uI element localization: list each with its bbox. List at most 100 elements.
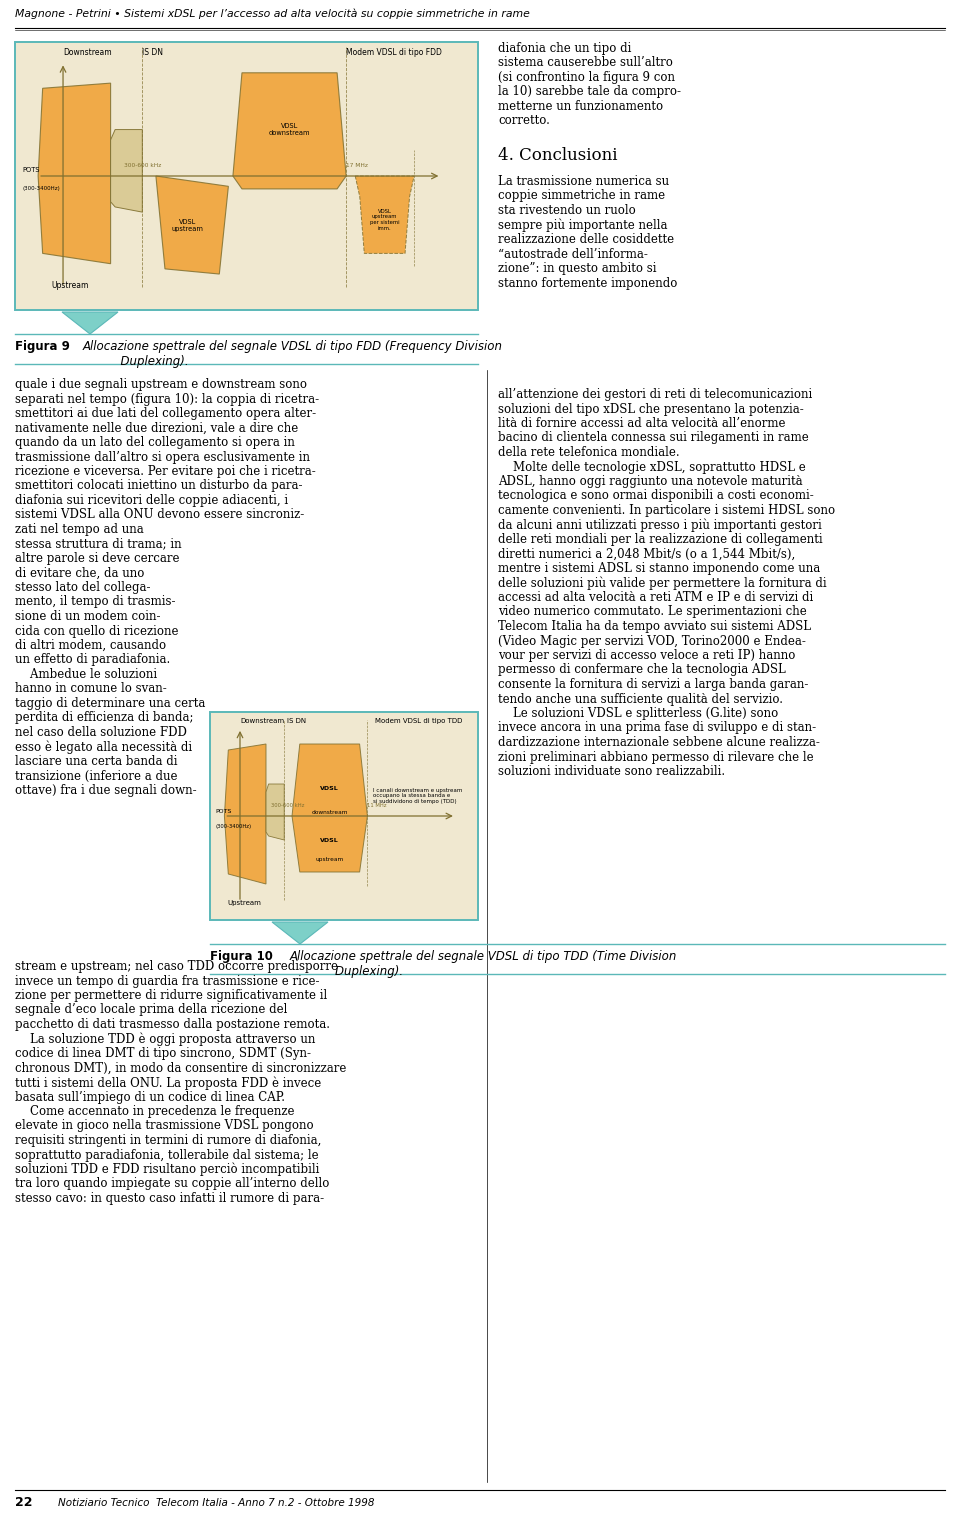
Text: ottave) fra i due segnali down-: ottave) fra i due segnali down- — [15, 784, 197, 796]
Text: tendo anche una sufficiente qualità del servizio.: tendo anche una sufficiente qualità del … — [498, 692, 783, 706]
Text: POTS: POTS — [22, 168, 39, 174]
Text: stessa struttura di trama; in: stessa struttura di trama; in — [15, 537, 181, 551]
Text: 17 MHz: 17 MHz — [347, 164, 368, 168]
Text: Le soluzioni VDSL e splitterless (G.lite) sono: Le soluzioni VDSL e splitterless (G.lite… — [498, 707, 779, 721]
Text: (300-3400Hz): (300-3400Hz) — [215, 824, 252, 830]
Text: stream e upstream; nel caso TDD occorre predisporre: stream e upstream; nel caso TDD occorre … — [15, 960, 338, 974]
Polygon shape — [266, 784, 284, 840]
Text: ADSL, hanno oggi raggiunto una notevole maturità: ADSL, hanno oggi raggiunto una notevole … — [498, 475, 803, 488]
Text: stesso lato del collega-: stesso lato del collega- — [15, 581, 151, 593]
Text: video numerico commutato. Le sperimentazioni che: video numerico commutato. Le sperimentaz… — [498, 606, 806, 619]
Text: POTS: POTS — [215, 808, 231, 815]
Text: cida con quello di ricezione: cida con quello di ricezione — [15, 624, 179, 637]
Text: consente la fornitura di servizi a larga banda garan-: consente la fornitura di servizi a larga… — [498, 678, 808, 690]
Text: zati nel tempo ad una: zati nel tempo ad una — [15, 522, 144, 536]
Text: 22: 22 — [15, 1496, 33, 1509]
Text: perdita di efficienza di banda;: perdita di efficienza di banda; — [15, 712, 194, 725]
Text: Telecom Italia ha da tempo avviato sui sistemi ADSL: Telecom Italia ha da tempo avviato sui s… — [498, 621, 811, 633]
Text: stanno fortemente imponendo: stanno fortemente imponendo — [498, 277, 678, 289]
Text: realizzazione delle cosiddette: realizzazione delle cosiddette — [498, 233, 674, 245]
Bar — [15, 42, 478, 310]
Text: soprattutto paradiafonia, tollerabile dal sistema; le: soprattutto paradiafonia, tollerabile da… — [15, 1149, 319, 1161]
Text: Figura 10: Figura 10 — [210, 949, 273, 963]
Text: upstream: upstream — [316, 857, 344, 863]
Text: “autostrade dell’informa-: “autostrade dell’informa- — [498, 247, 648, 260]
Text: coppie simmetriche in rame: coppie simmetriche in rame — [498, 189, 665, 203]
Polygon shape — [355, 176, 414, 253]
Text: (Video Magic per servizi VOD, Torino2000 e Endea-: (Video Magic per servizi VOD, Torino2000… — [498, 634, 805, 648]
Text: Upstream: Upstream — [227, 899, 261, 905]
Polygon shape — [62, 312, 118, 335]
Text: zione per permettere di ridurre significativamente il: zione per permettere di ridurre signific… — [15, 989, 327, 1002]
Polygon shape — [38, 83, 110, 263]
Text: delle soluzioni più valide per permettere la fornitura di: delle soluzioni più valide per permetter… — [498, 577, 827, 590]
Text: (si confrontino la figura 9 con: (si confrontino la figura 9 con — [498, 71, 675, 83]
Text: VDSL
downstream: VDSL downstream — [269, 123, 310, 136]
Text: lasciare una certa banda di: lasciare una certa banda di — [15, 755, 178, 768]
Text: di altri modem, causando: di altri modem, causando — [15, 639, 166, 653]
Text: della rete telefonica mondiale.: della rete telefonica mondiale. — [498, 447, 680, 459]
Text: 300-600 kHz: 300-600 kHz — [271, 802, 304, 808]
Bar — [210, 712, 478, 921]
Text: sta rivestendo un ruolo: sta rivestendo un ruolo — [498, 204, 636, 217]
Text: mento, il tempo di trasmis-: mento, il tempo di trasmis- — [15, 595, 176, 609]
Text: tecnologica e sono ormai disponibili a costi economi-: tecnologica e sono ormai disponibili a c… — [498, 489, 814, 503]
Text: invece ancora in una prima fase di sviluppo e di stan-: invece ancora in una prima fase di svilu… — [498, 722, 816, 734]
Text: sistemi VDSL alla ONU devono essere sincroniz-: sistemi VDSL alla ONU devono essere sinc… — [15, 509, 304, 521]
Text: bacino di clientela connessa sui rilegamenti in rame: bacino di clientela connessa sui rilegam… — [498, 431, 808, 445]
Text: lità di fornire accessi ad alta velocità all’enorme: lità di fornire accessi ad alta velocità… — [498, 416, 785, 430]
Text: downstream: downstream — [311, 810, 348, 815]
Text: Molte delle tecnologie xDSL, soprattutto HDSL e: Molte delle tecnologie xDSL, soprattutto… — [498, 460, 805, 474]
Text: invece un tempo di guardia fra trasmissione e rice-: invece un tempo di guardia fra trasmissi… — [15, 975, 320, 987]
Text: tutti i sistemi della ONU. La proposta FDD è invece: tutti i sistemi della ONU. La proposta F… — [15, 1076, 322, 1090]
Text: segnale d’eco locale prima della ricezione del: segnale d’eco locale prima della ricezio… — [15, 1004, 287, 1016]
Text: da alcuni anni utilizzati presso i più importanti gestori: da alcuni anni utilizzati presso i più i… — [498, 518, 822, 531]
Text: soluzioni del tipo xDSL che presentano la potenzia-: soluzioni del tipo xDSL che presentano l… — [498, 403, 804, 415]
Text: (300-3400Hz): (300-3400Hz) — [22, 186, 60, 191]
Text: separati nel tempo (figura 10): la coppia di ricetra-: separati nel tempo (figura 10): la coppi… — [15, 392, 319, 406]
Text: diretti numerici a 2,048 Mbit/s (o a 1,544 Mbit/s),: diretti numerici a 2,048 Mbit/s (o a 1,5… — [498, 548, 795, 560]
Text: vour per servizi di accesso veloce a reti IP) hanno: vour per servizi di accesso veloce a ret… — [498, 650, 796, 662]
Text: pacchetto di dati trasmesso dalla postazione remota.: pacchetto di dati trasmesso dalla postaz… — [15, 1017, 330, 1031]
Text: VDSL: VDSL — [321, 837, 339, 842]
Text: VDSL
upstream
per sistemi
imm.: VDSL upstream per sistemi imm. — [370, 209, 399, 232]
Text: tra loro quando impiegate su coppie all’interno dello: tra loro quando impiegate su coppie all’… — [15, 1178, 329, 1190]
Text: corretto.: corretto. — [498, 115, 550, 127]
Text: 4. Conclusioni: 4. Conclusioni — [498, 147, 617, 164]
Text: la 10) sarebbe tale da compro-: la 10) sarebbe tale da compro- — [498, 85, 681, 98]
Text: sempre più importante nella: sempre più importante nella — [498, 218, 667, 232]
Text: diafonia che un tipo di: diafonia che un tipo di — [498, 42, 632, 55]
Text: requisiti stringenti in termini di rumore di diafonia,: requisiti stringenti in termini di rumor… — [15, 1134, 322, 1148]
Text: un effetto di paradiafonia.: un effetto di paradiafonia. — [15, 654, 170, 666]
Text: chronous DMT), in modo da consentire di sincronizzare: chronous DMT), in modo da consentire di … — [15, 1061, 347, 1075]
Text: camente convenienti. In particolare i sistemi HDSL sono: camente convenienti. In particolare i si… — [498, 504, 835, 516]
Text: codice di linea DMT di tipo sincrono, SDMT (Syn-: codice di linea DMT di tipo sincrono, SD… — [15, 1048, 311, 1060]
Text: I canali downstream e upstream
occupano la stessa banda e
si suddividono di temp: I canali downstream e upstream occupano … — [372, 787, 462, 804]
Text: VDSL: VDSL — [321, 786, 339, 790]
Text: soluzioni TDD e FDD risultano perciò incompatibili: soluzioni TDD e FDD risultano perciò inc… — [15, 1163, 320, 1176]
Text: quando da un lato del collegamento si opera in: quando da un lato del collegamento si op… — [15, 436, 295, 450]
Text: sistema causerebbe sull’altro: sistema causerebbe sull’altro — [498, 56, 673, 70]
Text: Allocazione spettrale del segnale VDSL di tipo TDD (Time Division
            Du: Allocazione spettrale del segnale VDSL d… — [290, 949, 678, 978]
Text: soluzioni individuate sono realizzabili.: soluzioni individuate sono realizzabili. — [498, 765, 725, 778]
Text: permesso di confermare che la tecnologia ADSL: permesso di confermare che la tecnologia… — [498, 663, 785, 677]
Text: nel caso della soluzione FDD: nel caso della soluzione FDD — [15, 727, 187, 739]
Text: zioni preliminari abbiano permesso di rilevare che le: zioni preliminari abbiano permesso di ri… — [498, 751, 814, 763]
Text: Modem VDSL di tipo TDD: Modem VDSL di tipo TDD — [375, 718, 463, 724]
Text: Figura 9: Figura 9 — [15, 341, 70, 353]
Polygon shape — [272, 922, 328, 945]
Polygon shape — [233, 73, 347, 189]
Text: accessi ad alta velocità a reti ATM e IP e di servizi di: accessi ad alta velocità a reti ATM e IP… — [498, 590, 813, 604]
Text: metterne un funzionamento: metterne un funzionamento — [498, 100, 663, 114]
Text: elevate in gioco nella trasmissione VDSL pongono: elevate in gioco nella trasmissione VDSL… — [15, 1119, 314, 1132]
Text: Come accennato in precedenza le frequenze: Come accennato in precedenza le frequenz… — [15, 1105, 295, 1117]
Text: esso è legato alla necessità di: esso è legato alla necessità di — [15, 740, 192, 754]
Text: zione”: in questo ambito si: zione”: in questo ambito si — [498, 262, 657, 276]
Text: smettitori ai due lati del collegamento opera alter-: smettitori ai due lati del collegamento … — [15, 407, 316, 419]
Text: Downstream: Downstream — [240, 718, 284, 724]
Text: trasmissione dall’altro si opera esclusivamente in: trasmissione dall’altro si opera esclusi… — [15, 451, 310, 463]
Text: smettitori colocati iniettino un disturbo da para-: smettitori colocati iniettino un disturb… — [15, 480, 302, 492]
Text: Upstream: Upstream — [52, 280, 89, 289]
Text: di evitare che, da uno: di evitare che, da uno — [15, 566, 144, 580]
Text: stesso cavo: in questo caso infatti il rumore di para-: stesso cavo: in questo caso infatti il r… — [15, 1192, 324, 1205]
